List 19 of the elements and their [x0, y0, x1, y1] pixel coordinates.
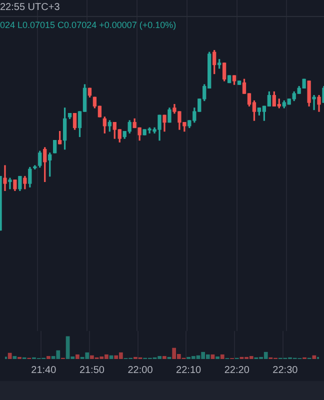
x-tick-label: 22:30: [272, 364, 298, 376]
bar: [162, 356, 166, 359]
x-tick-label: 22:00: [128, 364, 154, 376]
x-tick-label: 22:10: [176, 364, 202, 376]
bar: [76, 354, 80, 359]
bar: [12, 356, 17, 359]
x-tick-label: 22:20: [224, 364, 250, 376]
candlestick: [3, 165, 7, 192]
x-tick-label: 21:40: [31, 364, 57, 376]
chart-title: 22:55 UTC+3: [0, 2, 60, 13]
bar: [46, 356, 50, 359]
bar: [220, 354, 224, 359]
bar: [312, 355, 316, 359]
candlestick: [312, 95, 316, 110]
x-tick-label: 21:50: [79, 364, 105, 376]
text: 024 L0.07015 C0.07024 +0.00007 (+0.10%): [0, 20, 176, 30]
bar: [8, 352, 12, 359]
bar: [216, 356, 220, 359]
bar: [210, 354, 215, 359]
